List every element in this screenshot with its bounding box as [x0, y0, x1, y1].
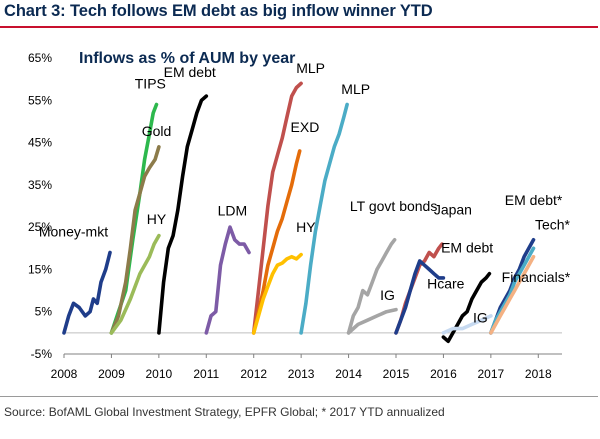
series-label: HY — [147, 211, 167, 227]
x-tick-label: 2016 — [430, 367, 457, 381]
x-tick-label: 2017 — [478, 367, 505, 381]
x-tick-label: 2008 — [51, 367, 78, 381]
series-line-mlp — [251, 81, 303, 335]
series-line-ig — [441, 314, 493, 335]
series-labels: Money-mkt TIPS Gold HY EM debt LDM MLP EXD HY MLP… — [39, 60, 571, 325]
series-label: Financials* — [502, 269, 571, 285]
series-label: LT govt bonds — [350, 198, 437, 214]
x-tick-label: 2015 — [383, 367, 410, 381]
x-tick-label: 2013 — [288, 367, 315, 381]
series-label: LDM — [218, 202, 248, 218]
series-line-exd — [251, 149, 302, 335]
series-label: Money-mkt — [39, 223, 108, 239]
series-label: Hcare — [427, 275, 465, 291]
series-line-lt-govt-bonds — [346, 238, 397, 335]
y-tick-label: 55% — [28, 93, 52, 107]
series-label: Japan — [434, 201, 472, 217]
series-label: Tech* — [535, 216, 571, 232]
series-line-gold — [109, 145, 161, 335]
y-tick-label: 65% — [28, 51, 52, 65]
series-line-ig — [346, 307, 398, 335]
x-tick-label: 2012 — [240, 367, 267, 381]
series-lines — [62, 81, 536, 344]
series-line-hy — [109, 233, 161, 335]
series-label: EM debt — [441, 240, 493, 256]
series-line-financials — [489, 254, 536, 335]
series-line-hy — [251, 252, 303, 335]
y-tick-label: 15% — [28, 262, 52, 276]
series-label: IG — [473, 309, 488, 325]
series-line-hcare — [394, 259, 446, 335]
chart-inner-title: Inflows as % of AUM by year — [79, 50, 295, 67]
series-label: MLP — [296, 60, 325, 76]
x-tick-label: 2014 — [335, 367, 362, 381]
series-label: EM debt — [164, 64, 216, 80]
source-note: Source: BofAML Global Investment Strateg… — [4, 405, 445, 419]
series-line-em-debt — [157, 94, 209, 335]
x-tick-label: 2011 — [193, 367, 219, 381]
series-label: EM debt* — [505, 192, 563, 208]
x-tick-label: 2010 — [146, 367, 173, 381]
series-line-money-mkt — [62, 250, 112, 335]
series-label: MLP — [341, 81, 370, 97]
series-line-tech — [489, 246, 536, 335]
y-tick-label: 35% — [28, 178, 52, 192]
series-line-ldm — [204, 225, 251, 335]
chart-title: Chart 3: Tech follows EM debt as big inf… — [4, 2, 433, 20]
y-tick-label: 5% — [35, 305, 53, 319]
chart-axes: 65% 55% 45% 35% 25% 15% 5% -5% 2008 2009 2010 2011 2… — [28, 51, 562, 381]
series-label: TIPS — [135, 75, 166, 91]
series-line-mlp — [299, 102, 349, 335]
series-label: IG — [380, 287, 395, 303]
series-label: HY — [296, 219, 316, 235]
y-tick-label: -5% — [31, 347, 53, 361]
y-tick-label: 45% — [28, 136, 52, 150]
series-label: Gold — [142, 123, 172, 139]
series-label: EXD — [291, 119, 320, 135]
title-rule — [0, 26, 598, 28]
footer-rule — [0, 396, 598, 397]
y-tick-label: 25% — [28, 220, 52, 234]
series-line-em-debt — [441, 271, 492, 344]
x-tick-label: 2018 — [525, 367, 552, 381]
x-tick-label: 2009 — [98, 367, 125, 381]
